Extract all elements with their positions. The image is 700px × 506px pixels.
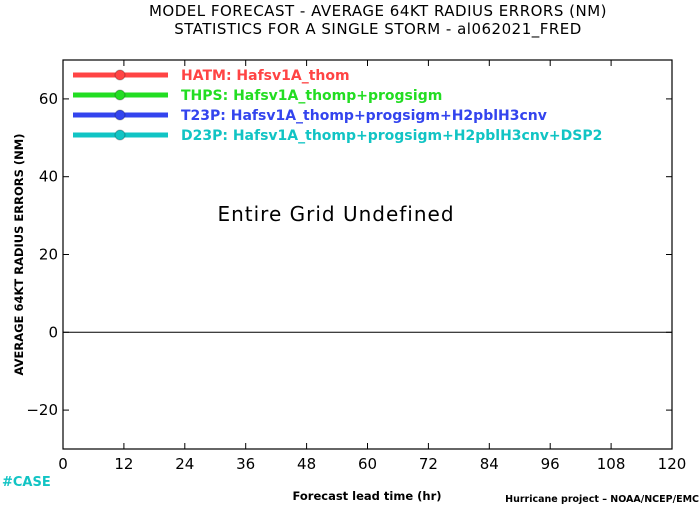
chart-title: MODEL FORECAST - AVERAGE 64KT RADIUS ERR…: [149, 2, 607, 20]
y-tick-label: −20: [26, 401, 58, 419]
case-label: #CASE: [2, 475, 51, 490]
x-tick-label: 24: [175, 455, 194, 473]
legend-marker: [114, 69, 126, 81]
x-tick-label: 48: [297, 455, 316, 473]
legend-marker: [114, 109, 126, 121]
legend-entry: T23P: Hafsv1A_thomp+progsigm+H2pblH3cnv: [181, 108, 547, 124]
chart-subtitle: STATISTICS FOR A SINGLE STORM - al062021…: [174, 20, 582, 39]
y-axis-label: AVERAGE 64KT RADIUS ERRORS (NM): [12, 134, 26, 376]
x-tick-label: 96: [541, 455, 560, 473]
y-axis-ticks: −20 0 20 40 60: [26, 90, 672, 419]
x-axis-label: Forecast lead time (hr): [292, 489, 441, 503]
y-tick-label: 20: [39, 246, 58, 264]
legend-marker: [114, 129, 126, 141]
legend: HATM: Hafsv1A_thom THPS: Hafsv1A_thomp+pr…: [73, 68, 602, 144]
legend-entry: HATM: Hafsv1A_thom: [181, 68, 350, 84]
x-tick-label: 84: [480, 455, 499, 473]
legend-marker: [114, 89, 126, 101]
x-tick-label: 12: [114, 455, 133, 473]
undefined-grid-annotation: Entire Grid Undefined: [217, 202, 454, 226]
x-axis-ticks: 0 12 24 36 48 60 72 84 96 108 120: [58, 60, 686, 473]
legend-entry: D23P: Hafsv1A_thomp+progsigm+H2pblH3cnv+…: [181, 128, 602, 144]
x-tick-label: 60: [358, 455, 377, 473]
credit-text: Hurricane project – NOAA/NCEP/EMC: [505, 494, 699, 505]
x-tick-label: 108: [597, 455, 626, 473]
x-tick-label: 72: [419, 455, 438, 473]
y-tick-label: 40: [39, 168, 58, 186]
y-tick-label: 0: [48, 323, 58, 341]
legend-entry: THPS: Hafsv1A_thomp+progsigm: [181, 88, 442, 104]
y-tick-label: 60: [39, 90, 58, 108]
x-tick-label: 0: [58, 455, 68, 473]
x-tick-label: 120: [658, 455, 687, 473]
x-tick-label: 36: [236, 455, 255, 473]
